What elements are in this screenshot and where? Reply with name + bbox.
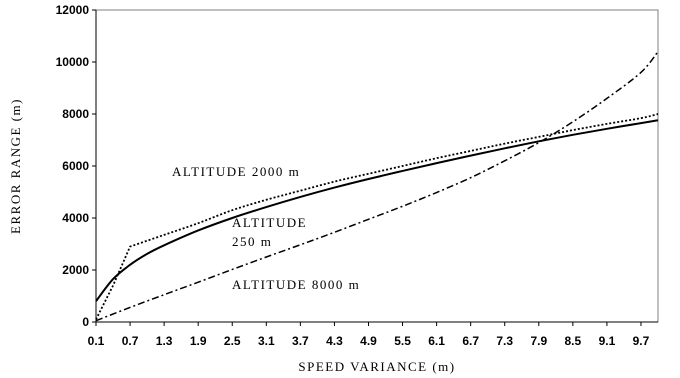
x-tick-label: 3.7 [292, 334, 309, 348]
x-axis-ticks: 0.1 0.7 1.3 1.9 2.5 3.1 3.7 4.3 4.9 5.5 6.1 6.7 7.3 7… [88, 322, 650, 348]
y-tick-label: 4000 [62, 211, 89, 225]
x-tick-label: 3.1 [258, 334, 275, 348]
y-tick-label: 10000 [56, 55, 90, 69]
plot-area [95, 9, 659, 323]
x-tick-label: 1.9 [190, 334, 207, 348]
x-tick-label: 6.7 [462, 334, 479, 348]
series-group [95, 51, 659, 322]
annotation-altitude-8000: ALTITUDE 8000 m [232, 277, 360, 292]
y-tick-label: 8000 [62, 107, 89, 121]
y-axis-ticks: 0 2000 4000 6000 8000 10000 12000 [56, 3, 96, 329]
x-axis-title: SPEED VARIANCE (m) [298, 359, 455, 374]
x-tick-label: 4.3 [326, 334, 343, 348]
annotation-altitude-250-line2: 250 m [232, 234, 272, 249]
x-tick-label: 8.5 [565, 334, 582, 348]
x-tick-label: 9.1 [599, 334, 616, 348]
x-tick-label: 2.5 [224, 334, 241, 348]
annotation-altitude-250-line1: ALTITUDE [232, 215, 307, 230]
x-tick-label: 7.3 [496, 334, 513, 348]
series-line-alt250 [95, 119, 659, 302]
x-tick-label: 0.7 [122, 334, 139, 348]
x-tick-label: 5.5 [394, 334, 411, 348]
y-tick-label: 12000 [56, 3, 90, 17]
x-tick-label: 9.7 [633, 334, 650, 348]
x-tick-label: 1.3 [156, 334, 173, 348]
x-tick-label: 0.1 [88, 334, 105, 348]
annotation-altitude-2000: ALTITUDE 2000 m [172, 164, 300, 179]
x-tick-label: 4.9 [360, 334, 377, 348]
y-axis-title: ERROR RANGE (m) [8, 98, 23, 234]
x-tick-label: 6.1 [428, 334, 445, 348]
x-tick-label: 7.9 [530, 334, 547, 348]
y-tick-label: 6000 [62, 159, 89, 173]
y-tick-label: 0 [82, 315, 89, 329]
series-line-alt8000 [95, 51, 659, 322]
series-line-alt2000 [95, 113, 659, 320]
y-tick-label: 2000 [62, 263, 89, 277]
